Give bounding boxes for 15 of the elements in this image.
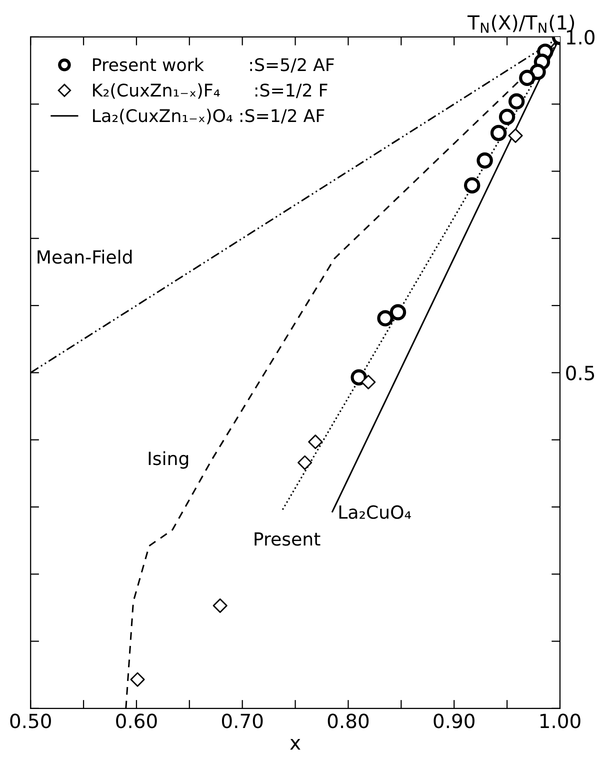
- x-tick-label: 0.60: [116, 714, 157, 728]
- x-tick-label: 0.50: [10, 714, 51, 728]
- legend-label: Present work :S=5/2 AF: [93, 58, 334, 73]
- x-tick-label: 0.90: [434, 714, 474, 728]
- x-axis-title: x: [290, 739, 300, 750]
- annotation: Ising: [148, 451, 188, 469]
- annotation: Present: [254, 532, 320, 546]
- legend-label: K₂(CuxZn₁₋ₓ)F₄ :S=1/2 F: [93, 83, 328, 99]
- x-tick-label: 1.00: [540, 714, 580, 728]
- annotation: La₂CuO₄: [339, 505, 411, 519]
- annotation: Mean-Field: [38, 250, 132, 264]
- x-tick-label: 0.80: [328, 714, 369, 728]
- legend-label: La₂(CuxZn₁₋ₓ)O₄ :S=1/2 AF: [93, 108, 324, 124]
- y-tick-label: 0.5: [566, 366, 594, 380]
- x-tick-label: 0.70: [222, 714, 263, 728]
